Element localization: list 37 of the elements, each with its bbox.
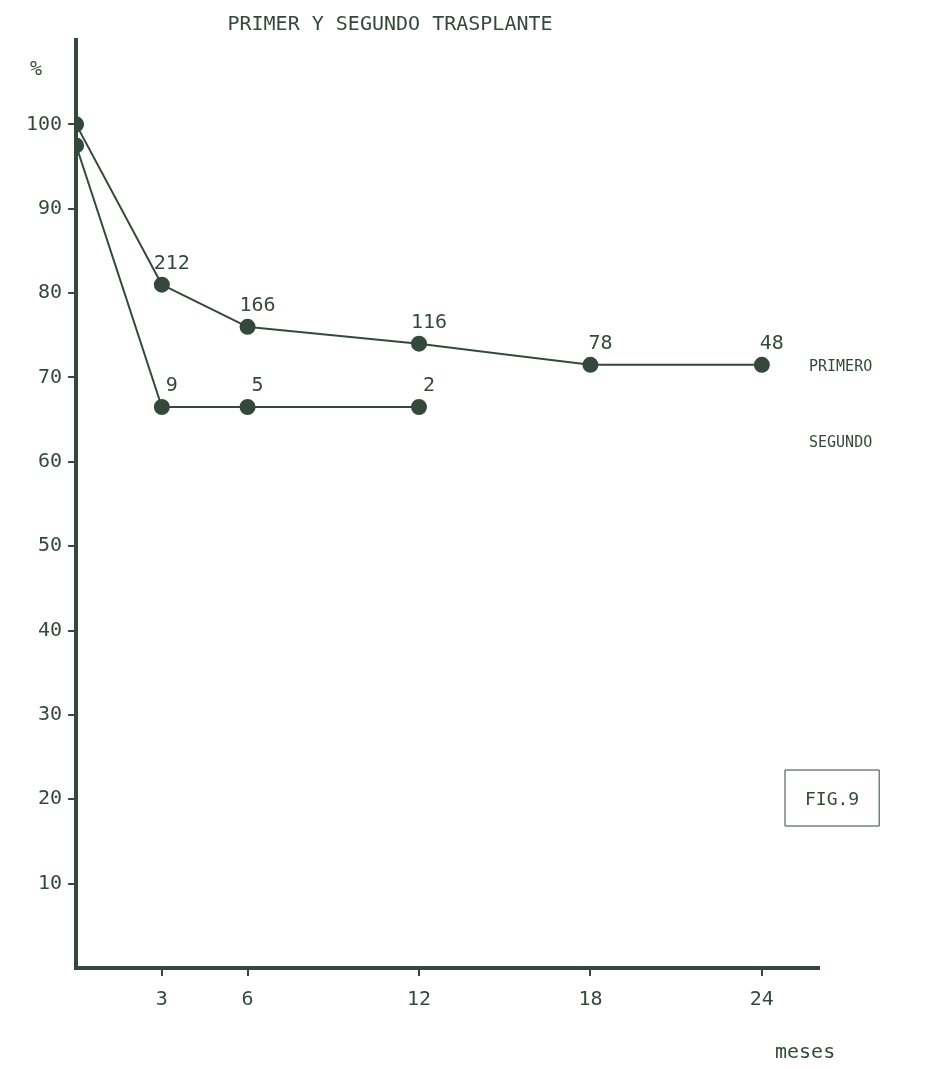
y-tick-label: 70 [38, 363, 63, 388]
point [239, 318, 256, 335]
y-tick-label: 90 [38, 194, 63, 219]
x-tick-label: 18 [578, 986, 603, 1011]
annotation: 48 [759, 329, 784, 354]
annotation: 78 [588, 329, 613, 354]
x-axis-title: meses [775, 1039, 836, 1063]
x-tick-label: 12 [406, 986, 432, 1011]
annotation: 5 [251, 371, 264, 396]
point [153, 398, 170, 415]
annotation: 2 [422, 371, 436, 396]
point [410, 335, 427, 352]
y-tick-label: 60 [38, 448, 63, 473]
chart-title: PRIMER Y SEGUNDO TRASPLANTE [227, 11, 553, 35]
y-tick-label: 30 [38, 701, 63, 726]
y-axis-title: % [30, 56, 43, 80]
x-tick-label: 24 [749, 986, 774, 1011]
point [153, 276, 170, 293]
annotation: FIG.9 [805, 788, 860, 809]
x-tick-label: 3 [155, 986, 168, 1011]
annotation: 9 [165, 371, 178, 396]
y-tick-label: 80 [38, 279, 63, 304]
y-tick-label: 10 [38, 869, 63, 894]
y-tick-label: 20 [38, 785, 63, 810]
text: SEGUNDO [809, 432, 873, 451]
annotation: 166 [239, 291, 276, 316]
y-tick-label: 50 [38, 532, 63, 557]
point [239, 398, 256, 415]
x-tick-label: 6 [241, 986, 254, 1011]
point [753, 356, 770, 373]
annotation: 212 [153, 249, 190, 274]
point [410, 398, 427, 415]
annotation: 116 [410, 308, 448, 333]
y-tick-label: 40 [38, 616, 63, 641]
text: PRIMERO [809, 356, 873, 375]
y-tick-label: 100 [26, 110, 63, 135]
point [582, 356, 599, 373]
